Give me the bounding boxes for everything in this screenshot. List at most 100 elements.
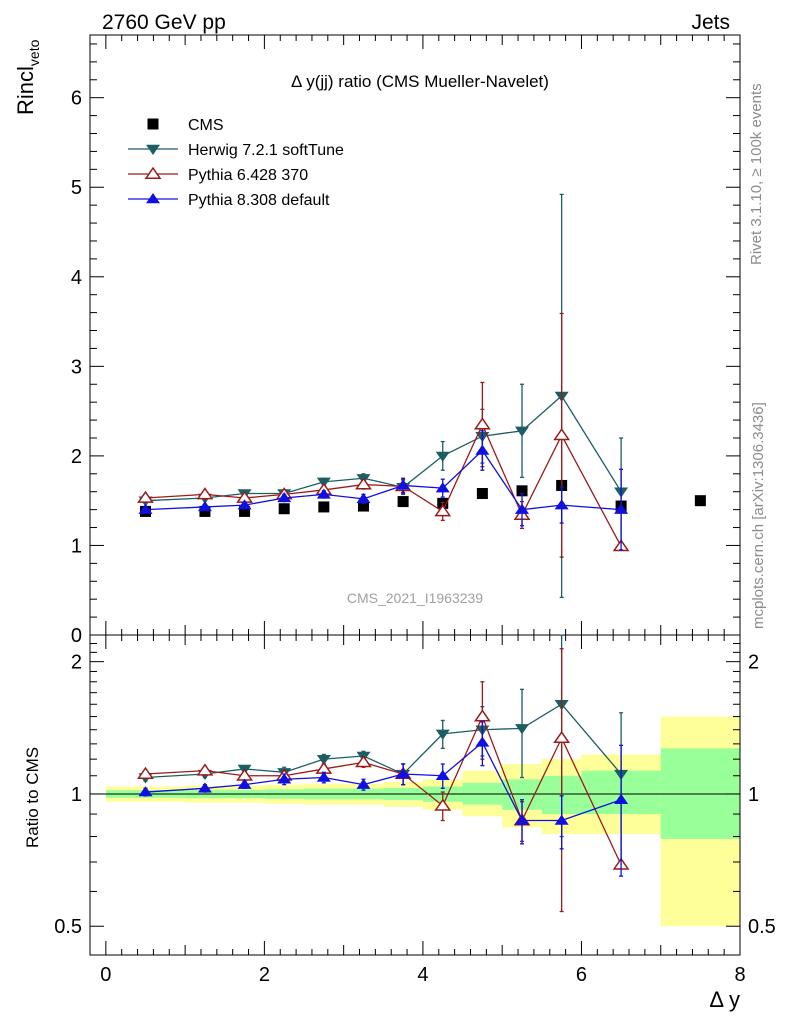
data-point (355, 477, 372, 490)
data-point (278, 503, 290, 515)
xtick-label: 6 (576, 964, 587, 986)
xaxis-label: Δ y (709, 987, 740, 1012)
data-point (237, 778, 252, 789)
main-ytick-label: 6 (71, 88, 82, 110)
ratio-ytick-label: 2 (71, 652, 82, 674)
side-label-mcplots: mcplots.cern.ch [arXiv:1306.3436] (750, 402, 767, 629)
ratio-ytick-label-right: 0.5 (748, 916, 776, 938)
data-point (316, 771, 331, 782)
header-energy-label: 2760 GeV pp (102, 11, 226, 34)
data-point (475, 444, 490, 455)
main-ytick-label: 4 (71, 267, 82, 289)
watermark-analysis-id: CMS_2021_I1963239 (347, 590, 483, 606)
series-line (145, 449, 622, 511)
data-point (435, 482, 450, 493)
data-point (197, 500, 212, 512)
legend-entry-herwig-7-2-1-softtune: Herwig 7.2.1 softTune (128, 142, 344, 159)
main-data-layer (137, 193, 706, 599)
main-ytick-label: 1 (71, 535, 82, 557)
main-axes: 0 1 2 3 4 5 6 0 2 4 6 8 (71, 35, 746, 986)
data-point (473, 417, 491, 430)
data-point (396, 768, 411, 779)
xtick-label: 0 (100, 964, 111, 986)
data-point (435, 729, 450, 740)
data-point (614, 503, 629, 514)
series-herwig-7-2-1-softtune (138, 193, 629, 599)
series-line (145, 394, 622, 502)
data-point (356, 778, 371, 789)
ratio-ytick-label-right: 2 (748, 652, 759, 674)
legend-entry-cms: CMS (147, 117, 224, 134)
legend-marker (144, 166, 162, 179)
legend-entry-pythia-8-308-default: Pythia 8.308 default (128, 192, 330, 209)
data-point (138, 503, 153, 514)
data-point (316, 488, 331, 499)
legend-marker (146, 193, 160, 204)
data-point (237, 499, 252, 510)
main-ytick-label: 5 (71, 177, 82, 199)
data-point (318, 501, 330, 513)
series-line (145, 741, 622, 822)
data-point (516, 485, 528, 497)
ratio-data-layer (137, 634, 630, 913)
main-ylabel-text: Rincl (13, 66, 38, 115)
data-point (614, 793, 629, 804)
series-pythia-6-428-370 (137, 312, 630, 558)
data-point (434, 504, 452, 517)
data-point (554, 814, 569, 825)
legend-marker (147, 118, 159, 130)
legend-entry-pythia-6-428-370: Pythia 6.428 370 (128, 166, 308, 184)
xtick-label: 8 (734, 964, 745, 986)
data-point (356, 492, 371, 504)
legend: CMS Herwig 7.2.1 softTune Pythia 6.428 370… (128, 117, 344, 209)
ratio-ytick-label: 1 (71, 784, 82, 806)
data-point (196, 487, 214, 500)
main-ytick-label: 2 (71, 446, 82, 468)
data-point (553, 428, 571, 441)
data-point (277, 492, 292, 503)
legend-label: CMS (188, 117, 224, 134)
series-line (145, 714, 622, 866)
data-point (515, 426, 530, 437)
xtick-label: 2 (259, 964, 270, 986)
data-point (137, 766, 154, 779)
data-point (435, 451, 450, 462)
ratio-ylabel: Ratio to CMS (23, 747, 42, 848)
data-point (515, 503, 530, 514)
data-point (515, 814, 530, 825)
ratio-ytick-label: 0.5 (54, 916, 82, 938)
data-point (554, 499, 569, 510)
ratio-ytick-label-right: 1 (748, 784, 759, 806)
series-pythia-8-308-default (138, 721, 629, 877)
xtick-label: 4 (417, 964, 428, 986)
ratio-uncertainty-bands (90, 716, 740, 927)
data-point (473, 709, 491, 722)
data-point (515, 724, 530, 735)
legend-label: Herwig 7.2.1 softTune (188, 142, 344, 159)
legend-label: Pythia 6.428 370 (188, 167, 308, 184)
data-point (694, 495, 706, 507)
data-point (476, 488, 488, 500)
side-label-rivet: Rivet 3.1.10, ≥ 100k events (748, 83, 765, 265)
main-ylabel: Rinclveto (13, 39, 42, 115)
ratio-axes: 0.5 0.5 1 1 2 2 (54, 642, 776, 938)
series-pythia-8-308-default (138, 430, 629, 551)
data-point (355, 755, 372, 768)
data-point (137, 490, 154, 503)
data-point (199, 505, 211, 517)
data-point (316, 754, 331, 766)
data-point (357, 500, 369, 512)
ratio-panel-frame (89, 634, 741, 956)
data-point (475, 736, 490, 747)
header-jets-label: Jets (691, 11, 730, 34)
legend-marker (146, 144, 160, 155)
main-ylabel-subscript: veto (26, 39, 42, 66)
data-point (434, 798, 452, 811)
chart-title: Δ y(jj) ratio (CMS Mueller-Navelet) (291, 72, 549, 91)
data-point (277, 773, 292, 784)
legend-label: Pythia 8.308 default (188, 192, 330, 209)
data-point (435, 769, 450, 780)
data-point (553, 730, 571, 744)
data-point (397, 496, 409, 508)
